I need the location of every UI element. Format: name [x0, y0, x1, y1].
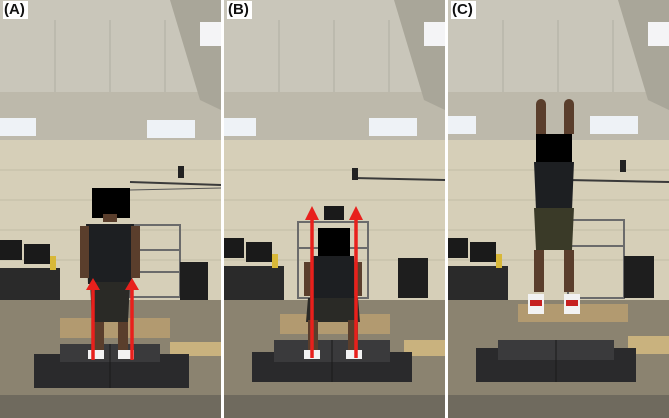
ceiling-light — [224, 118, 256, 136]
panel-label: (A) — [3, 1, 28, 19]
ceiling-light — [369, 118, 417, 136]
ceiling-light — [0, 118, 36, 136]
photo-standing — [0, 0, 221, 418]
panel-c: (C) — [448, 0, 669, 418]
trash-bin — [624, 256, 654, 298]
arrow-right — [125, 278, 139, 360]
trash-bin — [398, 258, 428, 298]
face-censor-box — [92, 188, 130, 218]
arrow-right — [349, 206, 363, 358]
monitor — [448, 238, 468, 258]
photo-jump — [448, 0, 669, 418]
ceiling-light — [147, 120, 195, 138]
panel-b: (B) — [224, 0, 445, 418]
arrow-left — [86, 278, 100, 360]
ceiling-light — [448, 116, 476, 134]
monitor — [246, 242, 272, 262]
face-censor-box — [536, 134, 572, 162]
panel-a: (A) — [0, 0, 221, 418]
monitor — [0, 240, 22, 260]
ceiling-light — [590, 116, 638, 134]
monitor — [224, 238, 244, 258]
monitor — [470, 242, 496, 262]
participant — [80, 188, 140, 359]
panel-label: (B) — [227, 1, 252, 19]
panel-label: (C) — [451, 1, 476, 19]
participant — [528, 99, 580, 314]
monitor — [24, 244, 50, 264]
face-censor-box — [318, 228, 350, 256]
arrow-left — [305, 206, 319, 358]
photo-squat — [224, 0, 445, 418]
trash-bin — [180, 262, 208, 302]
